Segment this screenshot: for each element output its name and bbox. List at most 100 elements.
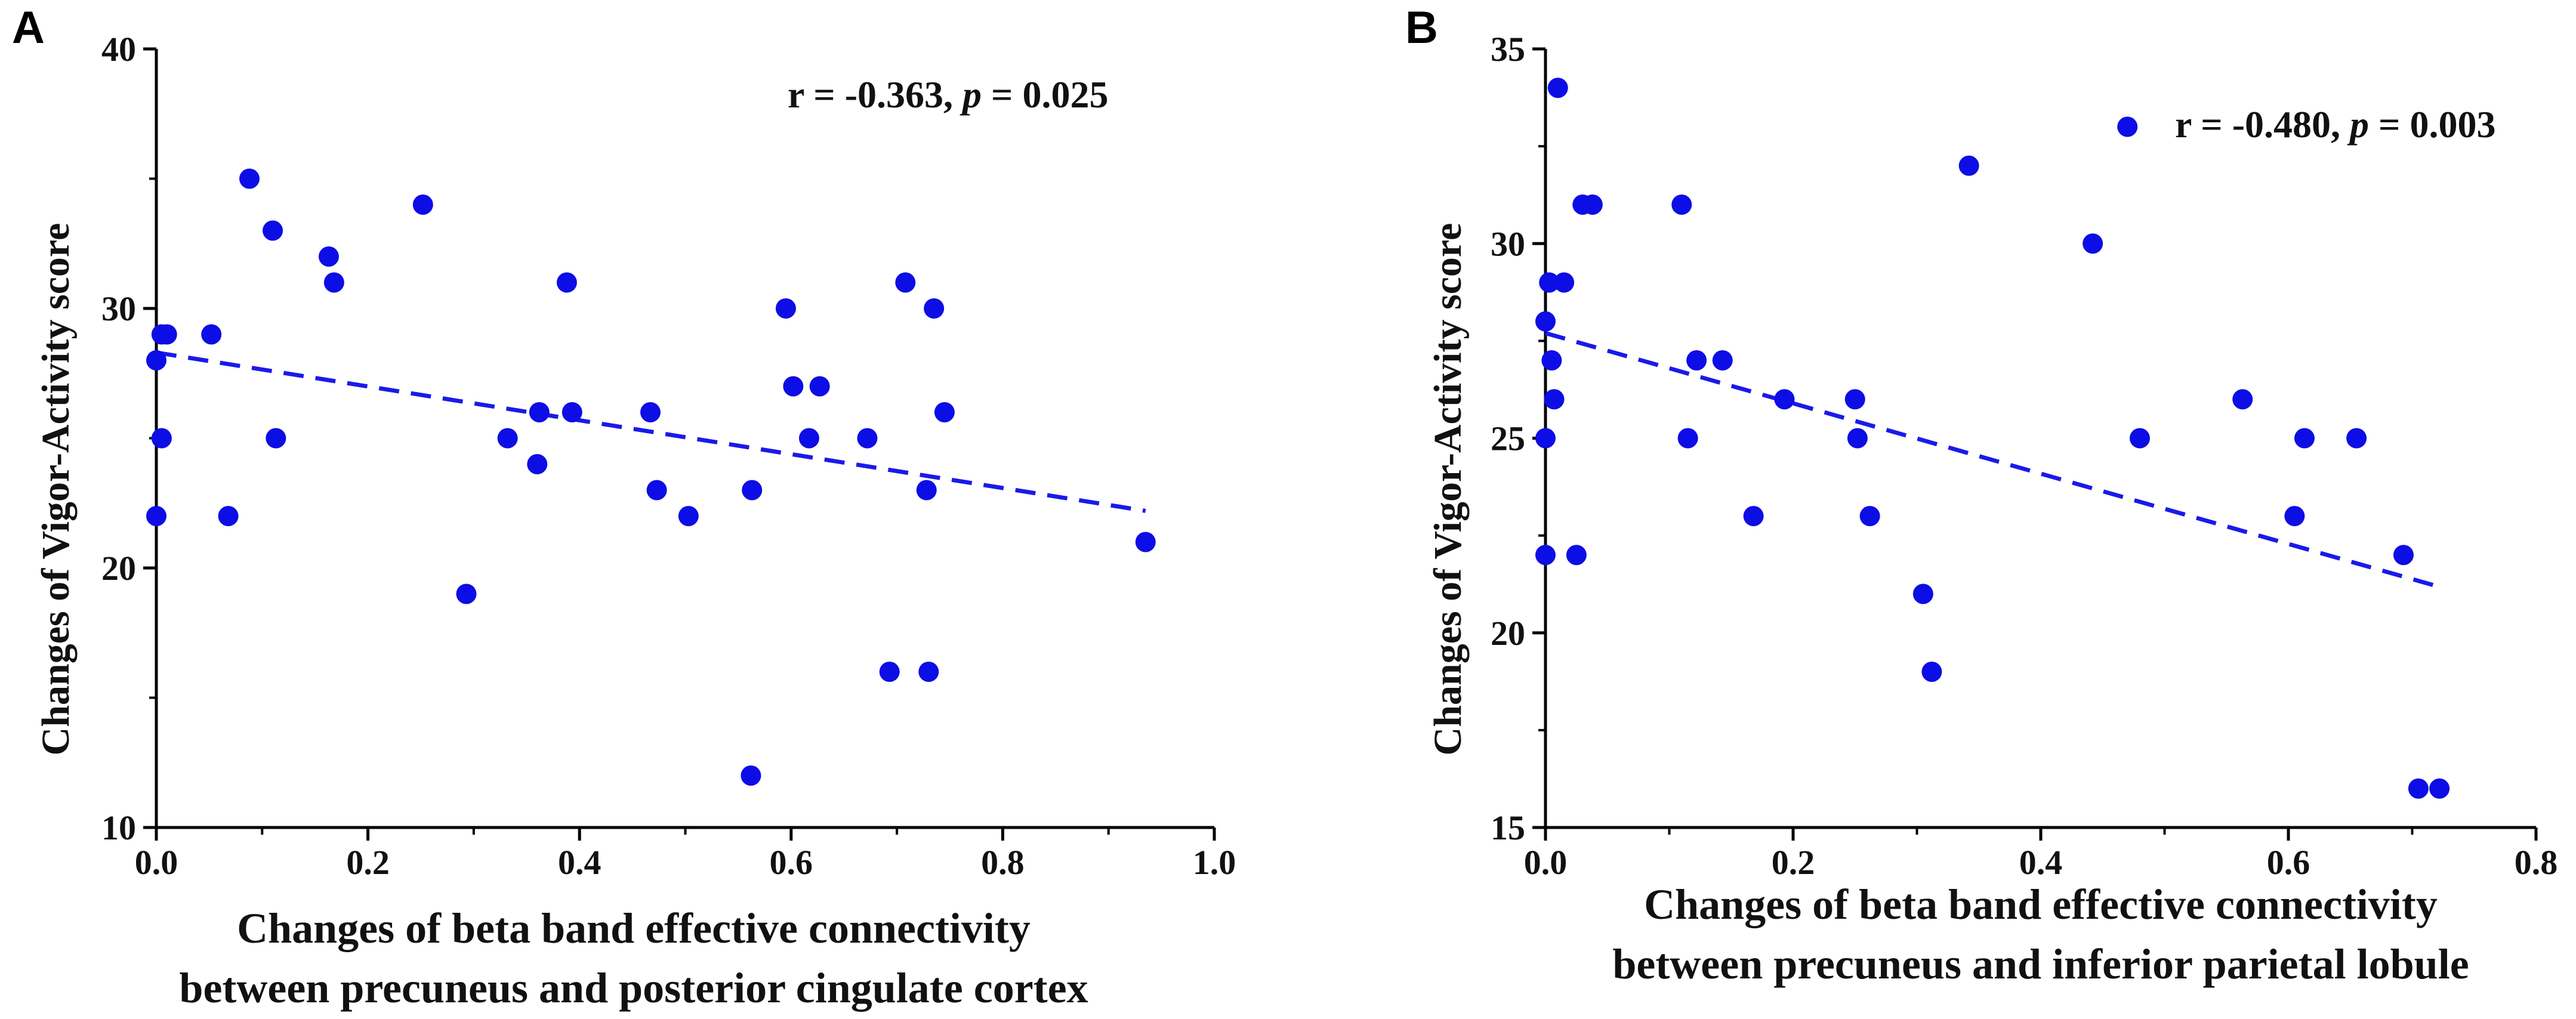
data-point — [146, 350, 166, 370]
regression-line — [156, 350, 1146, 513]
data-point — [201, 324, 222, 345]
panel-letter: B — [1405, 2, 1438, 53]
data-point — [2117, 116, 2138, 137]
x-tick-label: 0.0 — [135, 843, 178, 882]
data-point — [2083, 233, 2103, 254]
data-point — [2429, 778, 2450, 799]
data-point — [916, 480, 937, 501]
x-axis-title-line-2: between precuneus and posterior cingulat… — [179, 964, 1088, 1012]
data-point — [151, 428, 172, 449]
x-tick-label: 0.0 — [1524, 843, 1568, 882]
data-point — [798, 428, 819, 449]
data-point — [783, 376, 804, 397]
data-point — [318, 246, 339, 267]
data-point — [323, 272, 344, 293]
data-point — [263, 220, 283, 241]
data-point — [1671, 194, 1692, 215]
y-axis-title: Changes of Vigor-Activity score — [1426, 223, 1470, 756]
y-tick-label: 25 — [1491, 419, 1525, 458]
data-point — [1677, 428, 1698, 449]
annotation-prefix: r = -0.480, — [2175, 103, 2350, 146]
data-point — [879, 662, 900, 682]
data-point — [1547, 78, 1568, 98]
y-tick-label: 40 — [101, 30, 136, 69]
data-point — [678, 506, 699, 526]
data-point — [1774, 389, 1795, 410]
data-point — [1844, 389, 1865, 410]
data-point — [1541, 350, 1562, 370]
y-tick-label: 20 — [1491, 614, 1525, 653]
x-tick-label: 1.0 — [1193, 843, 1236, 882]
data-point — [1535, 311, 1556, 332]
correlation-annotation: r = -0.480, p = 0.003 — [2175, 103, 2496, 146]
correlation-annotation: r = -0.363, p = 0.025 — [788, 73, 1109, 116]
data-point — [1535, 545, 1556, 566]
data-point — [1554, 272, 1575, 293]
y-tick-label: 20 — [101, 549, 136, 588]
data-point — [156, 324, 177, 345]
data-point — [239, 168, 260, 189]
x-tick-label: 0.2 — [1772, 843, 1815, 882]
data-point — [2346, 428, 2367, 449]
y-axis-title: Changes of Vigor-Activity score — [34, 223, 78, 756]
data-point — [1921, 662, 1942, 682]
data-point — [412, 194, 433, 215]
x-tick-label: 0.4 — [558, 843, 601, 882]
data-point — [1912, 583, 1933, 604]
data-point — [1539, 272, 1560, 293]
x-tick-label: 0.4 — [2019, 843, 2063, 882]
data-point — [1686, 350, 1707, 370]
data-point — [1544, 389, 1565, 410]
data-point — [1743, 506, 1764, 526]
data-point — [556, 272, 577, 293]
data-point — [1135, 532, 1156, 552]
x-tick-label: 0.2 — [346, 843, 390, 882]
data-point — [741, 765, 761, 786]
data-point — [918, 662, 939, 682]
data-point — [809, 376, 830, 397]
x-tick-label: 0.8 — [981, 843, 1025, 882]
annotation-p-symbol: p — [2347, 103, 2369, 146]
x-tick-label: 0.6 — [2267, 843, 2310, 882]
data-point — [146, 506, 166, 526]
data-point — [1712, 350, 1733, 370]
data-point — [497, 428, 518, 449]
data-point — [2294, 428, 2315, 449]
annotation-p-symbol: p — [960, 73, 982, 116]
data-point — [2284, 506, 2305, 526]
y-tick-label: 15 — [1491, 808, 1525, 847]
panel-letter: A — [12, 2, 45, 53]
y-tick-label: 35 — [1491, 30, 1525, 69]
x-tick-label: 0.8 — [2515, 843, 2558, 882]
data-point — [895, 272, 916, 293]
data-point — [1847, 428, 1868, 449]
data-point — [742, 480, 763, 501]
annotation-suffix: = 0.003 — [2369, 103, 2495, 146]
data-point — [2393, 545, 2414, 566]
regression-line — [1545, 331, 2438, 588]
data-point — [2408, 778, 2429, 799]
data-point — [1582, 194, 1603, 215]
data-point — [2130, 428, 2150, 449]
annotation-prefix: r = -0.363, — [788, 73, 962, 116]
data-point — [562, 402, 582, 422]
data-point — [646, 480, 667, 501]
x-axis-title-line-1: Changes of beta band effective connectiv… — [1644, 881, 2438, 928]
x-tick-label: 0.6 — [770, 843, 813, 882]
data-point — [775, 298, 796, 319]
y-tick-label: 30 — [101, 289, 136, 328]
annotation-suffix: = 0.025 — [982, 73, 1108, 116]
data-point — [924, 298, 945, 319]
x-axis-title-line-1: Changes of beta band effective connectiv… — [237, 904, 1031, 952]
panel-a: A r = -0.363, p = 0.025 Changes of Vigor… — [12, 2, 1236, 1012]
data-point — [529, 402, 550, 422]
data-point — [1958, 155, 1979, 176]
data-point — [218, 506, 239, 526]
data-point — [1535, 428, 1556, 449]
data-point — [934, 402, 955, 422]
data-point — [527, 454, 548, 474]
y-tick-label: 30 — [1491, 224, 1525, 263]
data-point — [266, 428, 286, 449]
panel-b: B r = -0.480, p = 0.003 Changes of Vigor… — [1405, 2, 2558, 988]
